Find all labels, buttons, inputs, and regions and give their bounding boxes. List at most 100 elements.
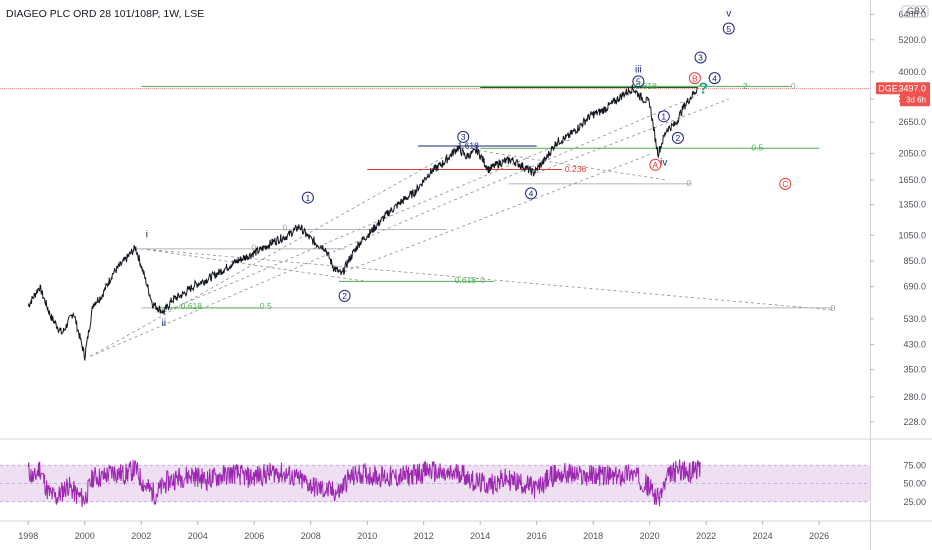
fib-label-0: 0 bbox=[830, 303, 835, 313]
rsi-tick-label: 75.00 bbox=[903, 460, 926, 470]
fib-label-0618: 0.618 bbox=[455, 275, 477, 285]
wave-label-5-a: 5 bbox=[636, 77, 641, 87]
time-tick-label: 2020 bbox=[640, 531, 660, 541]
trend-line-mid bbox=[163, 139, 571, 313]
fan-line-5 bbox=[536, 98, 729, 174]
wave-label-B-ring bbox=[688, 72, 701, 85]
last-price-tag-bg bbox=[900, 82, 930, 107]
wave-label-i: i bbox=[146, 230, 148, 241]
fib-label-05: 0.5 bbox=[260, 301, 272, 311]
wave-label-5-b: 5 bbox=[726, 24, 731, 34]
price-tick-label: 530.0 bbox=[903, 314, 926, 324]
wave-label-1-a-ring bbox=[301, 191, 314, 204]
price-tick-label: 4000.0 bbox=[898, 67, 926, 77]
wave-label-5-b-ring bbox=[722, 22, 735, 35]
time-tick-label: 2022 bbox=[696, 531, 716, 541]
fan-line-3 bbox=[344, 153, 653, 273]
time-tick-label: 2026 bbox=[809, 531, 829, 541]
fib-label-0: 0 bbox=[251, 243, 256, 253]
wave-label-C: C bbox=[782, 179, 788, 189]
time-tick-label: 2012 bbox=[414, 531, 434, 541]
wave-label-4-a-ring bbox=[525, 187, 538, 200]
price-tick-label: 1650.0 bbox=[898, 175, 926, 185]
fan-line-2 bbox=[141, 248, 834, 311]
time-tick-label: 2000 bbox=[75, 531, 95, 541]
wave-label-iii: iii bbox=[635, 64, 642, 75]
axes: 6400.05200.04000.03200.02650.02050.01650… bbox=[18, 5, 930, 541]
symbol-tag: DGE bbox=[878, 83, 898, 93]
currency-label: GBX bbox=[907, 6, 926, 16]
fib-label-0618: 0.618 bbox=[636, 81, 658, 91]
rsi-line bbox=[27, 459, 701, 508]
currency-box bbox=[901, 5, 929, 18]
wave-label-v: v bbox=[726, 8, 731, 19]
wave-label-A-ring bbox=[649, 158, 662, 171]
price-line bbox=[27, 84, 698, 361]
last-price-value: 3497.0 bbox=[898, 83, 926, 93]
trend-line-lower bbox=[90, 94, 698, 357]
wave-label-3-b: 3 bbox=[698, 53, 703, 63]
fan-line-4 bbox=[460, 147, 667, 181]
rsi-tick-label: 25.00 bbox=[903, 497, 926, 507]
time-tick-label: 2002 bbox=[131, 531, 151, 541]
fib-label-0618: 0.618 bbox=[181, 301, 203, 311]
wave-label-A: A bbox=[652, 160, 658, 170]
fib-label-0236: 0.236 bbox=[565, 164, 587, 174]
time-tick-label: 2018 bbox=[583, 531, 603, 541]
wave-label-C-ring bbox=[779, 177, 792, 190]
price-tick-label: 2650.0 bbox=[898, 117, 926, 127]
drawings[interactable] bbox=[0, 85, 870, 357]
price-tick-label: 2050.0 bbox=[898, 149, 926, 159]
price-tick-label: 430.0 bbox=[903, 339, 926, 349]
time-tick-label: 2004 bbox=[188, 531, 208, 541]
price-tick-label: 5200.0 bbox=[898, 35, 926, 45]
price-tick-label: 690.0 bbox=[903, 282, 926, 292]
fan-line-1 bbox=[141, 248, 368, 282]
wave-label-5-a-ring bbox=[632, 75, 645, 88]
rsi-tick-label: 50.00 bbox=[903, 479, 926, 489]
wave-label-question: ? bbox=[698, 81, 708, 98]
wave-label-1-a: 1 bbox=[306, 193, 311, 203]
fib-label-05: 0.5 bbox=[751, 143, 763, 153]
price-tick-label: 350.0 bbox=[903, 365, 926, 375]
price-tick-label: 1050.0 bbox=[898, 230, 926, 240]
fib-label-0: 0 bbox=[791, 81, 796, 91]
wave-label-3-a: 3 bbox=[461, 132, 466, 142]
wave-label-2-a: 2 bbox=[342, 291, 347, 301]
wave-label-3-b-ring bbox=[694, 51, 707, 64]
wave-label-2-b-ring bbox=[671, 131, 684, 144]
wave-label-iv: iv bbox=[660, 157, 667, 168]
time-tick-label: 1998 bbox=[18, 531, 38, 541]
price-tick-label: 850.0 bbox=[903, 256, 926, 266]
wave-label-1-b: 1 bbox=[661, 112, 666, 122]
rsi-series bbox=[27, 459, 701, 508]
time-tick-label: 2010 bbox=[357, 531, 377, 541]
wave-label-2-a-ring bbox=[338, 289, 351, 302]
trend-line-upper bbox=[90, 147, 461, 357]
time-tick-label: 2014 bbox=[470, 531, 490, 541]
fib-label-0: 0 bbox=[480, 275, 485, 285]
time-tick-label: 2016 bbox=[527, 531, 547, 541]
wave-label-ii: ii bbox=[162, 318, 166, 329]
price-tick-label: 228.0 bbox=[903, 417, 926, 427]
price-tick-label: 1350.0 bbox=[898, 200, 926, 210]
time-tick-label: 2024 bbox=[753, 531, 773, 541]
wave-label-B: B bbox=[692, 73, 698, 83]
wave-label-4-b: 4 bbox=[712, 73, 717, 83]
price-series bbox=[27, 84, 698, 361]
wave-label-4-a: 4 bbox=[529, 189, 534, 199]
symbol-tag-bg bbox=[876, 82, 900, 95]
price-tick-label: 6400.0 bbox=[898, 9, 926, 19]
fib-label-0: 0 bbox=[686, 178, 691, 188]
time-tick-label: 2008 bbox=[301, 531, 321, 541]
fib-label-0: 0 bbox=[282, 222, 287, 232]
wave-label-4-b-ring bbox=[708, 72, 721, 85]
bar-countdown: 3d 6h bbox=[906, 95, 926, 104]
chart-title: DIAGEO PLC ORD 28 101/108P, 1W, LSE bbox=[6, 8, 205, 20]
fib-label-2: 2 bbox=[743, 81, 748, 91]
wave-label-1-b-ring bbox=[657, 110, 670, 123]
